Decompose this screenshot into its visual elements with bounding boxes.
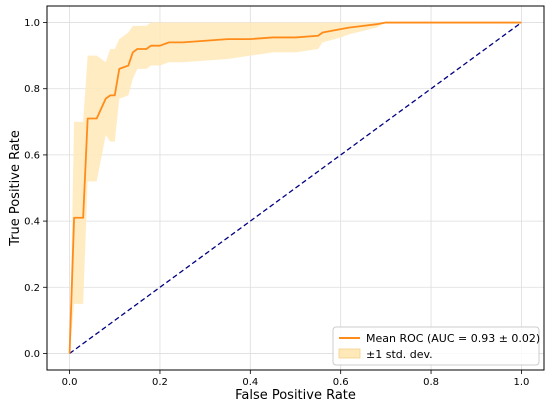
x-tick-label: 0.2	[152, 377, 168, 388]
legend-swatch-std-dev	[338, 348, 361, 359]
x-tick-label: 0.4	[242, 377, 258, 388]
legend: Mean ROC (AUC = 0.93 ± 0.02) ±1 std. dev…	[332, 326, 540, 366]
legend-label-std-dev: ±1 std. dev.	[366, 348, 433, 361]
y-tick-label: 0.2	[24, 283, 40, 294]
line-layer	[68, 21, 522, 354]
x-tick-label: 0.0	[62, 377, 78, 388]
y-axis-title: True Positive Rate	[8, 130, 23, 247]
y-tick-label: 0.4	[24, 217, 40, 228]
x-axis-title: False Positive Rate	[235, 388, 356, 403]
x-tick-label: 0.8	[423, 377, 439, 388]
legend-label-mean-roc: Mean ROC (AUC = 0.93 ± 0.02)	[366, 332, 540, 345]
x-tick-label: 1.0	[513, 377, 529, 388]
plot-frame	[46, 5, 545, 371]
tick-layer: 0.0 0.2 0.4 0.6 0.8 1.0 0.0 0.2 0.4 0.6 0.8 1.0	[24, 18, 529, 388]
y-tick-label: 1.0	[24, 18, 40, 29]
y-tick-label: 0.8	[24, 84, 40, 95]
std-dev-band	[69, 22, 522, 354]
y-tick-label: 0.0	[24, 349, 40, 360]
legend-box	[332, 326, 540, 366]
reference-layer	[69, 22, 522, 354]
band-layer	[69, 22, 522, 354]
x-tick-label: 0.6	[333, 377, 349, 388]
chance-diagonal-line	[69, 22, 522, 354]
y-tick-label: 0.6	[24, 150, 40, 161]
mean-roc-line	[68, 21, 522, 354]
